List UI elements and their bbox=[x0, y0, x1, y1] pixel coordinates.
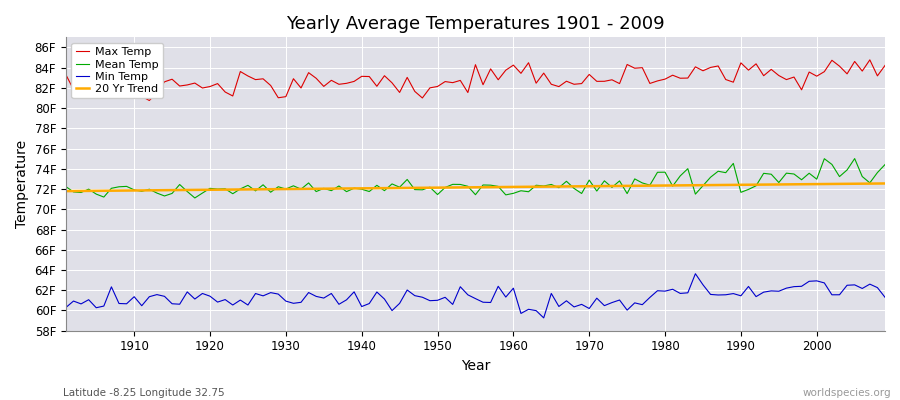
Mean Temp bbox=[607, 185, 617, 190]
Mean Temp bbox=[341, 189, 352, 194]
Min Temp bbox=[538, 316, 549, 320]
Max Temp bbox=[341, 81, 352, 86]
X-axis label: Year: Year bbox=[461, 359, 491, 373]
20 Yr Trend bbox=[599, 184, 610, 188]
Min Temp bbox=[500, 295, 511, 300]
Mean Temp bbox=[516, 188, 526, 193]
Max Temp bbox=[864, 58, 875, 62]
Mean Temp bbox=[295, 187, 306, 192]
Mean Temp bbox=[508, 191, 518, 196]
Line: 20 Yr Trend: 20 Yr Trend bbox=[66, 184, 885, 191]
Max Temp bbox=[607, 77, 617, 82]
Mean Temp bbox=[122, 184, 132, 189]
20 Yr Trend bbox=[334, 186, 345, 191]
Max Temp bbox=[295, 86, 306, 90]
20 Yr Trend bbox=[122, 188, 132, 193]
Text: Latitude -8.25 Longitude 32.75: Latitude -8.25 Longitude 32.75 bbox=[63, 388, 225, 398]
Min Temp bbox=[122, 301, 132, 306]
20 Yr Trend bbox=[879, 181, 890, 186]
Title: Yearly Average Temperatures 1901 - 2009: Yearly Average Temperatures 1901 - 2009 bbox=[286, 15, 665, 33]
Min Temp bbox=[288, 301, 299, 306]
Mean Temp bbox=[850, 156, 860, 161]
Line: Max Temp: Max Temp bbox=[66, 60, 885, 100]
Max Temp bbox=[122, 84, 132, 89]
Max Temp bbox=[516, 71, 526, 76]
Max Temp bbox=[879, 63, 890, 68]
20 Yr Trend bbox=[508, 184, 518, 189]
Min Temp bbox=[508, 286, 518, 290]
Max Temp bbox=[144, 98, 155, 103]
20 Yr Trend bbox=[500, 185, 511, 190]
Legend: Max Temp, Mean Temp, Min Temp, 20 Yr Trend: Max Temp, Mean Temp, Min Temp, 20 Yr Tre… bbox=[71, 43, 163, 98]
Max Temp bbox=[60, 72, 71, 77]
Mean Temp bbox=[879, 162, 890, 167]
Mean Temp bbox=[60, 184, 71, 189]
Line: Min Temp: Min Temp bbox=[66, 274, 885, 318]
Min Temp bbox=[690, 271, 701, 276]
Y-axis label: Temperature: Temperature bbox=[15, 140, 29, 228]
20 Yr Trend bbox=[60, 189, 71, 194]
20 Yr Trend bbox=[288, 186, 299, 191]
Min Temp bbox=[879, 295, 890, 300]
Min Temp bbox=[607, 300, 617, 305]
Mean Temp bbox=[189, 196, 200, 200]
Max Temp bbox=[508, 63, 518, 68]
Line: Mean Temp: Mean Temp bbox=[66, 158, 885, 198]
Min Temp bbox=[334, 302, 345, 307]
Min Temp bbox=[60, 305, 71, 310]
Text: worldspecies.org: worldspecies.org bbox=[803, 388, 891, 398]
